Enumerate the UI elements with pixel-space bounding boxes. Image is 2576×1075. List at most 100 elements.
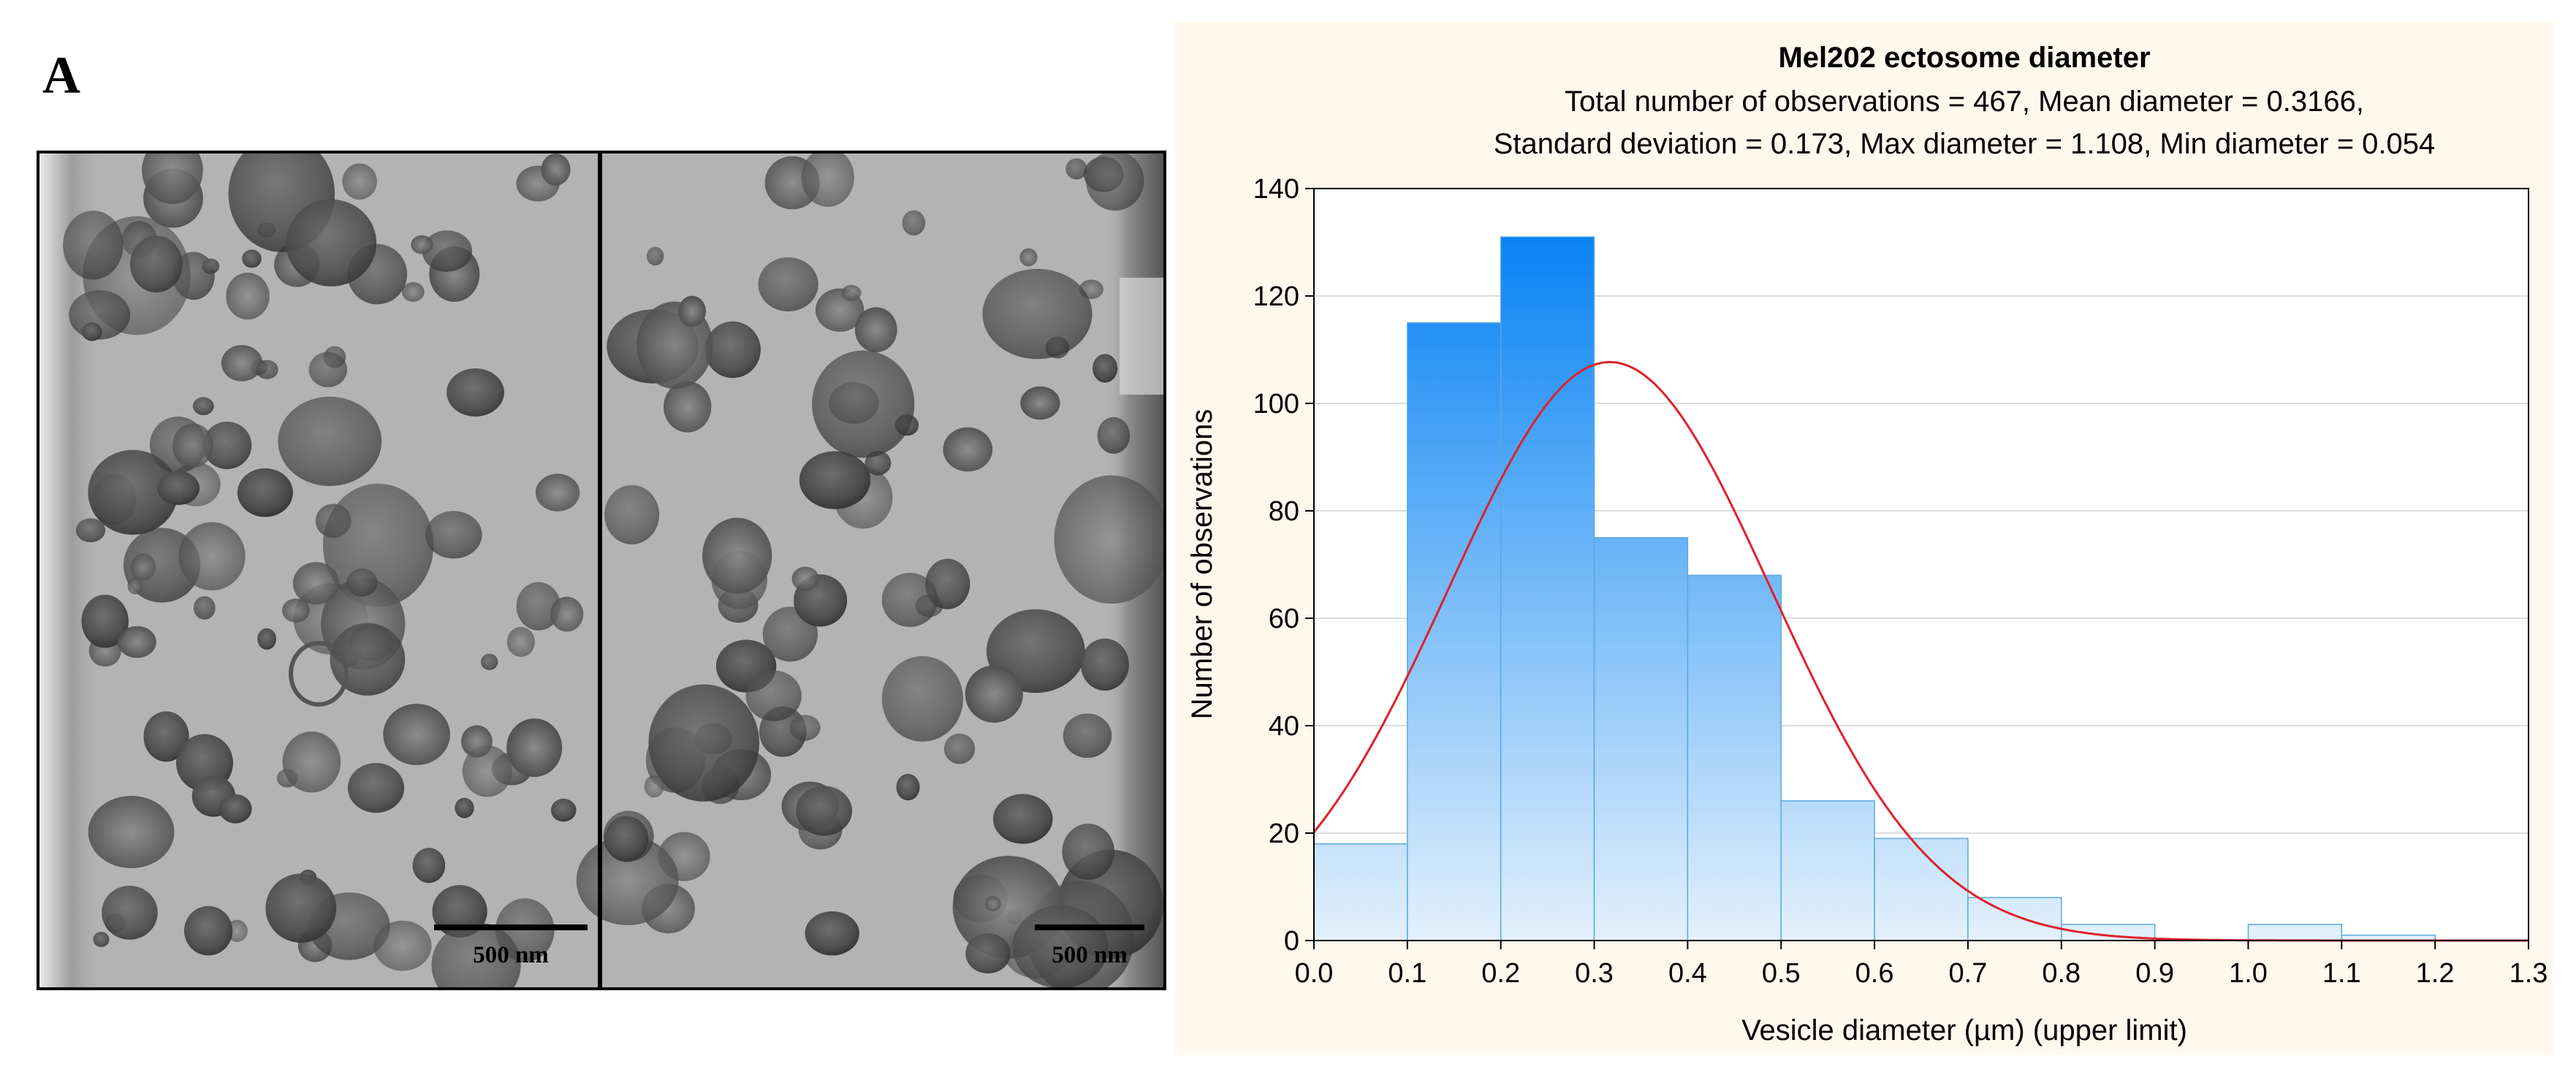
vesicle bbox=[373, 920, 432, 971]
vesicle bbox=[342, 163, 377, 200]
electron-micrograph: 500 nm 500 nm bbox=[37, 151, 1166, 990]
vesicle bbox=[648, 684, 759, 802]
y-axis-ticks: 0 20 40 60 80 100 120 140 bbox=[1253, 174, 1314, 957]
vesicle bbox=[411, 235, 433, 254]
histogram-chart: Mel202 ectosome diameter Total number of… bbox=[1186, 42, 2547, 1046]
vesicle bbox=[644, 775, 664, 798]
x-axis-label: Vesicle diameter (µm) (upper limit) bbox=[1741, 1014, 2187, 1046]
vesicle bbox=[383, 704, 450, 765]
vesicle bbox=[604, 485, 660, 544]
vesicle bbox=[292, 562, 339, 605]
vesicle bbox=[88, 449, 178, 535]
vesicle bbox=[88, 796, 175, 868]
vesicle bbox=[841, 284, 862, 301]
histogram-bar bbox=[1780, 800, 1875, 941]
y-tick-label: 20 bbox=[1269, 818, 1299, 849]
vesicle bbox=[402, 282, 425, 302]
vesicle bbox=[982, 268, 1093, 360]
vesicle bbox=[142, 153, 203, 205]
vesicle bbox=[462, 745, 512, 797]
y-tick-label: 140 bbox=[1253, 174, 1299, 205]
scale-label-right: 500 nm bbox=[1052, 942, 1128, 968]
vesicle bbox=[347, 763, 405, 813]
x-tick-label: 0.1 bbox=[1388, 958, 1426, 989]
vesicle bbox=[431, 922, 521, 987]
histogram-bar bbox=[1407, 322, 1502, 941]
vesicle bbox=[550, 596, 584, 632]
scale-bar-right: 500 nm bbox=[1035, 924, 1144, 968]
y-tick-label: 120 bbox=[1253, 281, 1299, 312]
x-tick-label: 0.7 bbox=[1949, 958, 1988, 989]
vesicle bbox=[461, 725, 493, 758]
x-tick-label: 0.5 bbox=[1762, 958, 1801, 989]
vesicle bbox=[791, 566, 819, 591]
membrane-ring bbox=[289, 641, 349, 707]
vesicle bbox=[172, 423, 213, 468]
vesicle bbox=[1086, 153, 1144, 211]
vesicle bbox=[202, 422, 252, 469]
micrograph-image: 500 nm 500 nm bbox=[39, 153, 1163, 987]
vesicle bbox=[193, 596, 216, 620]
vesicle bbox=[943, 733, 976, 764]
x-tick-label: 1.2 bbox=[2416, 958, 2455, 989]
x-tick-label: 0.9 bbox=[2135, 958, 2174, 989]
vesicle bbox=[118, 626, 156, 658]
vesicle bbox=[1093, 354, 1118, 383]
vesicle bbox=[506, 718, 563, 778]
vesicle bbox=[1019, 248, 1038, 267]
x-tick-label: 0.6 bbox=[1855, 958, 1894, 989]
vesicle bbox=[745, 670, 802, 721]
y-tick-label: 40 bbox=[1269, 711, 1299, 742]
x-axis-ticks: 0.0 0.1 0.2 0.3 0.4 0.5 0.6 0.7 0.8 0.9 1.0 1.1 1.2 1… bbox=[1295, 941, 2547, 989]
x-tick-label: 0.2 bbox=[1481, 958, 1520, 989]
vesicle bbox=[127, 577, 143, 595]
vesicle bbox=[278, 396, 382, 486]
vesicle bbox=[184, 905, 233, 956]
vesicle bbox=[796, 786, 852, 836]
vesicle bbox=[799, 451, 871, 509]
vesicle bbox=[985, 896, 1001, 912]
vesicle bbox=[1065, 158, 1087, 180]
vesicle bbox=[178, 522, 246, 590]
vesicle bbox=[1063, 713, 1112, 758]
vesicle bbox=[801, 153, 854, 207]
chart-subtitle-line2: Standard deviation = 0.173, Max diameter… bbox=[1494, 128, 2436, 160]
vesicle bbox=[1054, 475, 1163, 604]
vesicle bbox=[1020, 386, 1060, 420]
vesicle bbox=[308, 352, 348, 387]
vesicle bbox=[93, 932, 110, 947]
panel-label-a: A bbox=[42, 46, 80, 105]
vesicle bbox=[226, 273, 270, 320]
vesicle bbox=[1062, 824, 1114, 880]
vesicle bbox=[481, 653, 498, 670]
vesicle bbox=[412, 848, 446, 884]
vesicle bbox=[1097, 417, 1131, 454]
vesicle bbox=[902, 210, 926, 236]
vesicle bbox=[965, 933, 1011, 973]
vesicle bbox=[425, 511, 482, 559]
vesicle bbox=[604, 816, 649, 862]
vesicle bbox=[157, 471, 200, 505]
vesicle bbox=[202, 258, 220, 274]
vesicle bbox=[219, 794, 252, 824]
x-tick-label: 0.3 bbox=[1575, 958, 1614, 989]
x-tick-label: 0.0 bbox=[1295, 958, 1334, 989]
y-tick-label: 100 bbox=[1253, 389, 1299, 419]
x-tick-label: 0.4 bbox=[1668, 958, 1707, 989]
histogram-bar bbox=[1687, 574, 1782, 941]
vesicle bbox=[702, 517, 772, 594]
vesicle bbox=[282, 731, 341, 793]
vesicle bbox=[455, 797, 474, 818]
vesicle bbox=[943, 427, 993, 472]
vesicle bbox=[346, 568, 378, 597]
vesicle bbox=[237, 468, 293, 517]
vesicle bbox=[143, 711, 189, 762]
bars bbox=[1313, 236, 2436, 941]
vesicle bbox=[704, 321, 761, 379]
y-axis-label: Number of observations bbox=[1186, 409, 1218, 720]
chart-title: Mel202 ectosome diameter bbox=[1778, 42, 2150, 74]
vesicle bbox=[789, 715, 821, 741]
histogram-panel: Mel202 ectosome diameter Total number of… bbox=[1175, 22, 2553, 1055]
vesicle bbox=[130, 553, 156, 581]
histogram-bar bbox=[2247, 924, 2343, 941]
